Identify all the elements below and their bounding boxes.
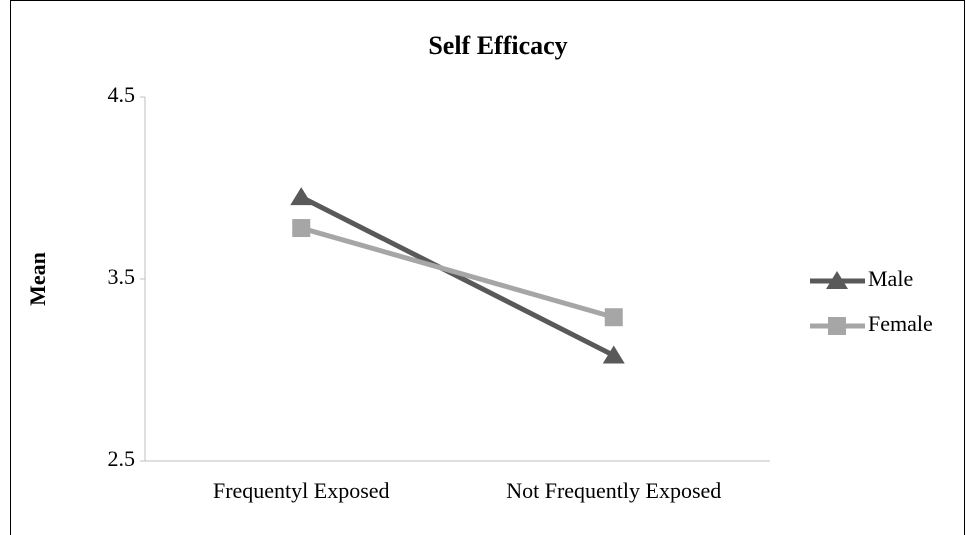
chart-frame <box>10 0 965 535</box>
legend-marker <box>828 317 846 335</box>
chart-title: Self Efficacy <box>428 31 567 60</box>
legend-label: Male <box>868 266 913 291</box>
data-point <box>602 345 625 364</box>
series-line <box>300 194 615 358</box>
series-line <box>300 225 615 320</box>
x-tick-label: Not Frequently Exposed <box>506 478 721 503</box>
y-tick-label: 3.5 <box>108 264 136 289</box>
legend-marker <box>826 271 848 289</box>
x-tick-label: Frequentyl Exposed <box>213 478 390 503</box>
y-tick-label: 2.5 <box>108 446 136 471</box>
y-tick-label: 4.5 <box>108 82 136 107</box>
data-point <box>604 308 623 327</box>
y-axis-label: Mean <box>25 252 50 306</box>
legend-label: Female <box>868 311 933 336</box>
data-point <box>292 219 311 238</box>
data-point <box>290 187 313 206</box>
